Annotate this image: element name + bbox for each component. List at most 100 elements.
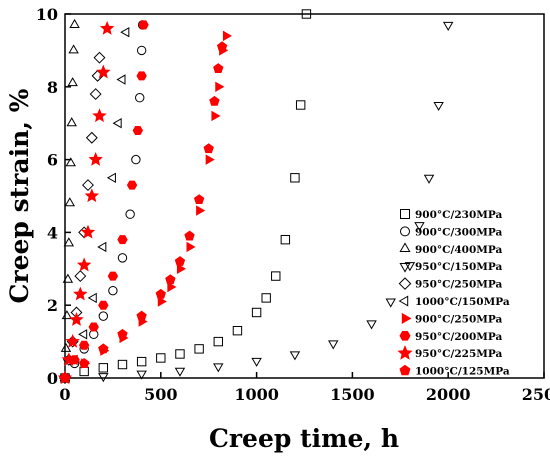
data-point [63, 237, 75, 247]
data-point [157, 296, 167, 307]
data-point [271, 271, 281, 281]
data-point [301, 9, 312, 19]
legend-marker [398, 277, 412, 290]
data-point [117, 328, 128, 339]
data-point [98, 300, 109, 310]
y-axis-title: Creep strain, % [5, 88, 34, 303]
data-point [65, 333, 80, 348]
data-point [85, 131, 98, 144]
series-8 [57, 20, 115, 385]
data-point [112, 117, 122, 129]
legend-label: 950°C/225MPa [415, 348, 503, 360]
data-point [68, 44, 79, 54]
data-point [116, 74, 126, 85]
data-point [215, 81, 225, 93]
data-point [289, 351, 301, 361]
data-point [97, 241, 107, 253]
series-6 [61, 30, 232, 384]
data-point [82, 179, 94, 192]
data-point [203, 143, 214, 154]
data-point [98, 363, 109, 373]
data-point [167, 281, 177, 293]
data-point [155, 288, 166, 299]
legend-label: 900°C/250MPa [415, 313, 503, 325]
data-point [93, 51, 106, 64]
series-2 [59, 18, 80, 382]
data-point [76, 257, 92, 272]
data-point [62, 273, 74, 283]
legend-item: 900°C/230MPa [400, 209, 503, 221]
legend-item: 950°C/225MPa [397, 345, 503, 360]
data-point [209, 95, 220, 106]
legend-marker [400, 226, 410, 237]
data-point [78, 340, 90, 350]
data-point [66, 117, 77, 127]
data-point [251, 357, 262, 367]
data-point [117, 359, 128, 370]
legend-marker [401, 312, 412, 324]
data-point [261, 293, 271, 303]
data-point [96, 64, 111, 79]
data-point [174, 256, 186, 266]
data-point [108, 285, 118, 296]
x-tick-label: 2000 [426, 385, 471, 404]
data-point [70, 306, 83, 319]
x-axis-title: Creep time, h [209, 424, 399, 453]
data-point [423, 174, 435, 184]
data-point [60, 342, 72, 352]
data-point [107, 271, 119, 281]
data-point [69, 312, 84, 326]
data-point [194, 344, 204, 354]
legend-marker [399, 263, 411, 273]
data-point [213, 63, 224, 74]
legend-label: 900°C/300MPa [415, 226, 503, 238]
data-point [125, 209, 135, 219]
data-point [73, 286, 88, 301]
data-point [59, 372, 71, 383]
data-point [251, 307, 262, 318]
data-point [222, 30, 232, 42]
data-point [184, 230, 195, 241]
data-point [136, 71, 147, 81]
data-point [78, 329, 88, 340]
data-point [414, 222, 425, 232]
data-point [84, 188, 100, 203]
data-point [136, 370, 147, 380]
legend-marker [399, 331, 411, 341]
data-point [385, 298, 396, 308]
data-point [117, 253, 128, 263]
data-point [290, 173, 300, 183]
data-point [69, 18, 80, 28]
legend-item: 950°C/250MPa [398, 277, 503, 291]
data-point [176, 263, 187, 275]
data-point [106, 172, 116, 184]
data-point [92, 108, 107, 123]
series-9 [59, 41, 228, 383]
legend-marker [400, 209, 410, 219]
legend-item: 900°C/300MPa [400, 226, 503, 238]
x-tick-label: 1500 [330, 385, 375, 404]
data-point [78, 357, 90, 368]
legend-label: 950°C/250MPa [415, 279, 503, 291]
legend-item: 900°C/250MPa [401, 312, 503, 325]
legend-item: 1000°C/150MPa [398, 295, 510, 308]
data-point [136, 45, 147, 56]
data-point [186, 241, 196, 253]
data-point [213, 336, 223, 347]
data-point [88, 322, 99, 332]
data-point [205, 154, 215, 165]
legend: 900°C/230MPa 900°C/300MPa 900°C/400MPa 950°… [397, 209, 510, 378]
legend-item: 950°C/150MPa [399, 261, 503, 273]
data-point [67, 77, 78, 87]
data-point [136, 356, 147, 367]
data-point [80, 224, 96, 239]
data-point [216, 41, 228, 52]
y-tick-label: 6 [47, 151, 58, 170]
y-tick-label: 8 [47, 78, 58, 97]
legend-marker [397, 345, 413, 360]
x-tick-label: 1000 [234, 385, 279, 404]
data-point [138, 20, 149, 30]
